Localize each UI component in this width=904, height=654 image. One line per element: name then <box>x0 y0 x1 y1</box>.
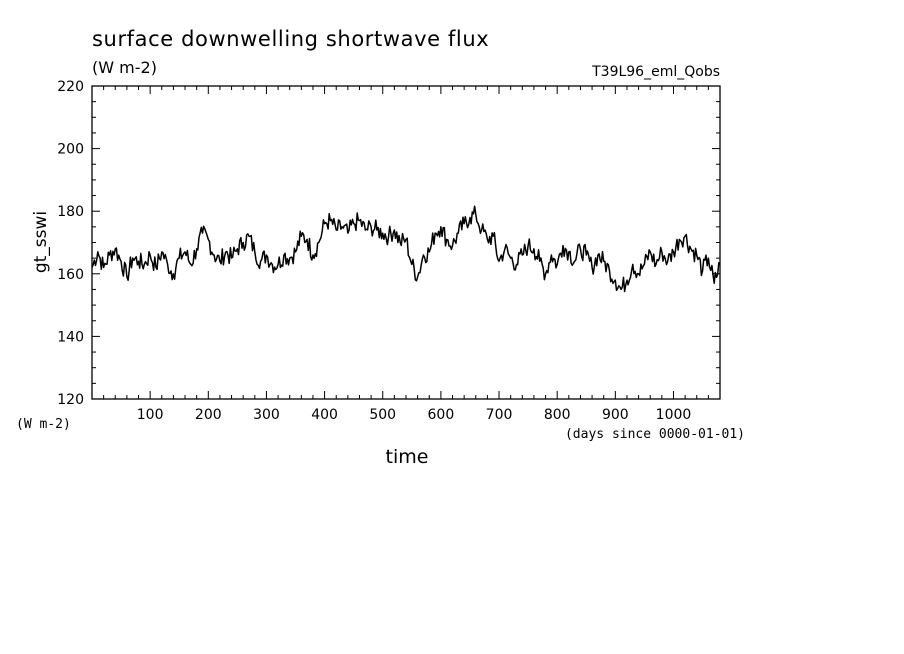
y-tick-label: 180 <box>57 204 84 220</box>
title-units: (W m-2) <box>92 58 157 77</box>
series-line <box>91 205 721 293</box>
x-axis-label: time <box>386 446 429 468</box>
x-tick-label: 800 <box>544 407 571 423</box>
x-tick-label: 400 <box>311 407 338 423</box>
y-tick-label: 140 <box>57 329 84 345</box>
x-axis-units: (days since 0000-01-01) <box>565 427 745 442</box>
x-tick-label: 500 <box>369 407 396 423</box>
x-tick-label: 1000 <box>656 407 692 423</box>
experiment-label: T39L96_eml_Qobs <box>591 64 720 80</box>
y-axis-label: gt_sswi <box>31 211 51 273</box>
x-tick-label: 700 <box>486 407 513 423</box>
y-tick-label: 120 <box>57 392 84 408</box>
x-tick-label: 200 <box>195 407 222 423</box>
y-tick-label: 220 <box>57 79 84 95</box>
axis-ticks <box>92 86 720 399</box>
x-tick-label: 100 <box>137 407 164 423</box>
y-tick-label: 200 <box>57 142 84 158</box>
y-tick-label: 160 <box>57 267 84 283</box>
y-axis-units: (W m-2) <box>16 417 71 432</box>
x-tick-label: 900 <box>602 407 629 423</box>
x-tick-labels: 100 200 300 400 500 600 700 800 900 1000 <box>137 407 692 423</box>
x-tick-label: 300 <box>253 407 280 423</box>
plot-frame <box>91 85 721 400</box>
y-tick-labels: 120 140 160 180 200 220 <box>57 79 84 408</box>
x-tick-label: 600 <box>428 407 455 423</box>
chart-title: surface downwelling shortwave flux <box>92 27 489 51</box>
